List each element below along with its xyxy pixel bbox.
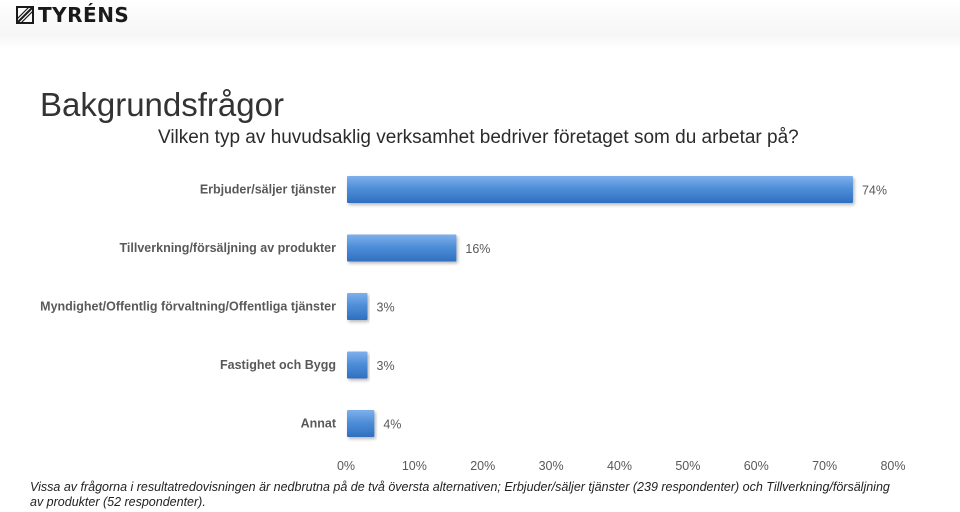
page-title: Bakgrundsfrågor <box>40 86 284 123</box>
value-label: 74% <box>862 184 887 198</box>
bar <box>347 176 853 203</box>
x-tick-label: 10% <box>402 459 427 473</box>
category-label: Fastighet och Bygg <box>220 358 336 372</box>
bar <box>347 410 375 437</box>
bar <box>347 234 457 262</box>
category-label: Erbjuder/säljer tjänster <box>200 183 336 197</box>
category-label: Myndighet/Offentlig förvaltning/Offentli… <box>40 300 336 314</box>
x-tick-label: 0% <box>337 459 355 473</box>
category-label: Tillverkning/försäljning av produkter <box>120 241 337 255</box>
x-tick-label: 30% <box>539 459 564 473</box>
value-label: 3% <box>377 301 395 315</box>
logo-text: TYRÉNS <box>38 3 130 27</box>
header-band <box>0 0 960 50</box>
x-tick-label: 80% <box>880 459 905 473</box>
x-tick-label: 60% <box>744 459 769 473</box>
bar <box>347 351 368 379</box>
x-tick-label: 50% <box>675 459 700 473</box>
x-tick-label: 70% <box>812 459 837 473</box>
footnote: Vissa av frågorna i resultatredovisninge… <box>30 480 890 509</box>
value-label: 3% <box>377 359 395 373</box>
tyrens-logo: TYRÉNS <box>16 3 129 27</box>
tyrens-logo-icon <box>16 6 34 24</box>
x-tick-label: 20% <box>470 459 495 473</box>
category-label: Annat <box>301 417 337 431</box>
x-tick-label: 40% <box>607 459 632 473</box>
chart-question: Vilken typ av huvudsaklig verksamhet bed… <box>158 127 799 148</box>
bar <box>347 293 368 320</box>
value-label: 4% <box>383 418 401 432</box>
value-label: 16% <box>465 242 490 256</box>
bar-chart: Erbjuder/säljer tjänster 74% Tillverkning/… <box>40 176 906 473</box>
